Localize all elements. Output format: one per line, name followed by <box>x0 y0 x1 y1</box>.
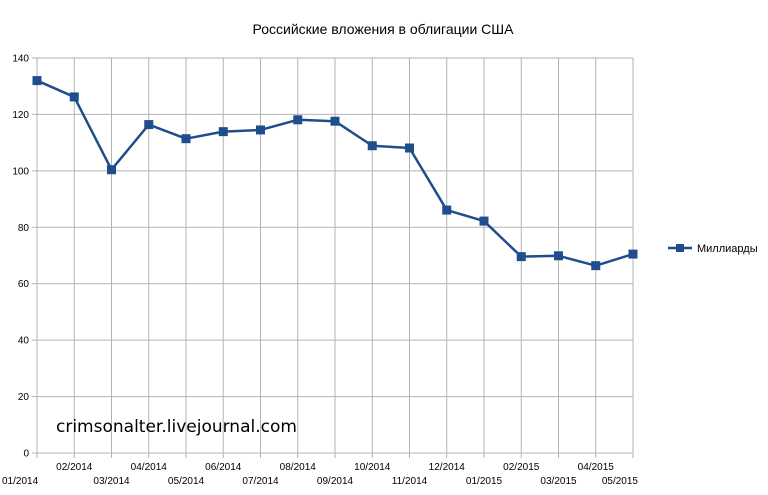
x-tick-label: 09/2014 <box>317 476 354 487</box>
series-layer <box>32 76 638 271</box>
y-axis-ticks: 0 20 40 60 80 100 120 140 <box>12 54 29 460</box>
y-tick-label: 140 <box>12 54 29 65</box>
x-tick-label: 05/2014 <box>168 476 205 487</box>
x-tick-label: 11/2014 <box>392 476 428 487</box>
data-point <box>591 261 601 271</box>
x-tick-label: 04/2014 <box>131 462 168 473</box>
x-tick-label: 07/2014 <box>242 476 279 487</box>
data-point <box>107 165 116 175</box>
data-point <box>293 115 303 125</box>
data-point <box>442 205 452 215</box>
x-tick-label: 06/2014 <box>205 462 242 473</box>
y-tick-label: 80 <box>18 223 30 234</box>
x-tick-label: 03/2015 <box>540 476 577 487</box>
data-point <box>69 92 79 102</box>
data-point <box>218 127 228 137</box>
x-tick-label: 10/2014 <box>354 462 391 473</box>
x-tick-label: 03/2014 <box>93 476 130 487</box>
x-tick-label: 02/2014 <box>56 462 93 473</box>
data-point <box>144 120 154 130</box>
data-point <box>628 249 638 259</box>
data-point <box>181 134 191 144</box>
y-tick-label: 40 <box>18 336 30 347</box>
x-tick-label: 08/2014 <box>280 462 317 473</box>
chart-title: Российские вложения в облигации США <box>253 21 515 37</box>
data-point <box>256 125 265 135</box>
x-tick-label: 04/2015 <box>578 462 615 473</box>
y-tick-label: 60 <box>18 279 30 290</box>
data-point <box>405 143 414 153</box>
x-tick-label: 02/2015 <box>503 462 540 473</box>
data-point <box>516 252 526 262</box>
data-point <box>554 251 563 261</box>
legend: Миллиарды <box>668 243 758 255</box>
x-axis-ticks: 01/2014 02/201403/201404/201405/201406/20… <box>2 462 638 487</box>
y-tick-label: 20 <box>18 392 30 403</box>
x-tick-label: 01/2015 <box>466 476 503 487</box>
data-point <box>479 216 489 226</box>
legend-marker <box>676 244 684 252</box>
y-tick-label: 100 <box>12 166 29 177</box>
data-point <box>367 141 377 151</box>
y-tick-label: 120 <box>12 110 29 121</box>
x-tick-label: 05/2015 <box>602 476 639 487</box>
x-tick-label: 01/2014 <box>2 476 39 487</box>
data-point <box>32 76 42 86</box>
legend-label: Миллиарды <box>697 243 758 255</box>
y-tick-label: 0 <box>23 449 29 460</box>
x-tick-label: 12/2014 <box>429 462 466 473</box>
data-point <box>330 116 340 126</box>
watermark: crimsonalter.livejournal.com <box>56 417 297 437</box>
